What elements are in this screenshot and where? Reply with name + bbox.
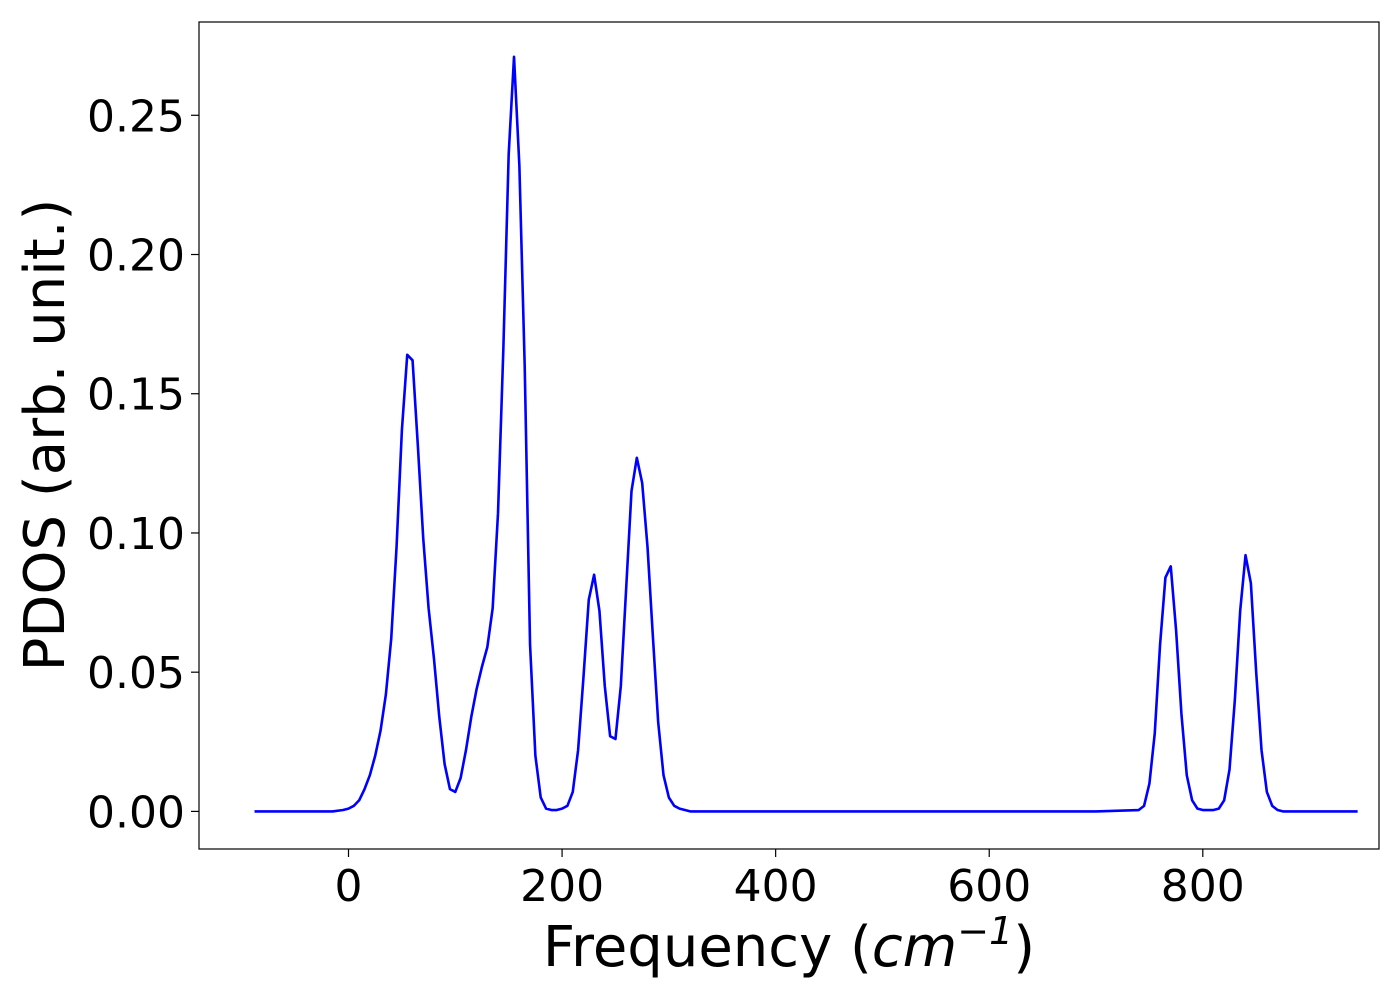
x-axis-label-unit: cm	[872, 915, 957, 980]
y-axis-ticks: 0.00 0.05 0.10 0.15 0.20 0.25	[87, 91, 199, 838]
x-axis-label-unit-exponent: −1	[957, 909, 1013, 953]
y-tick-label: 0.25	[87, 91, 185, 142]
plot-frame	[198, 21, 1380, 850]
y-tick-label: 0.20	[87, 231, 185, 282]
y-tick-label: 0.05	[87, 648, 185, 699]
y-axis-label: PDOS (arb. unit.)	[13, 199, 78, 672]
x-tick-label: 600	[947, 861, 1031, 912]
y-tick-label: 0.10	[87, 509, 185, 560]
x-axis-ticks: 0 200 400 600 800	[335, 849, 1245, 912]
y-tick-label: 0.15	[87, 370, 185, 421]
x-axis-label: Frequency (cm−1)	[543, 909, 1035, 980]
pdos-series-line	[254, 55, 1358, 813]
x-tick-label: 0	[335, 861, 363, 912]
series-layer	[254, 55, 1358, 813]
x-axis-label-open-paren: (	[832, 915, 872, 980]
y-tick-label: 0.00	[87, 787, 185, 838]
x-tick-label: 200	[520, 861, 604, 912]
plot-area	[199, 22, 1379, 849]
x-axis-label-close-paren: )	[1013, 915, 1035, 980]
x-axis-label-text: Frequency	[543, 915, 832, 980]
x-tick-label: 800	[1161, 861, 1245, 912]
x-tick-label: 400	[734, 861, 818, 912]
